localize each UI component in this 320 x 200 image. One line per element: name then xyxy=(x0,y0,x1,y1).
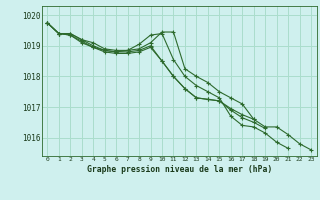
X-axis label: Graphe pression niveau de la mer (hPa): Graphe pression niveau de la mer (hPa) xyxy=(87,165,272,174)
